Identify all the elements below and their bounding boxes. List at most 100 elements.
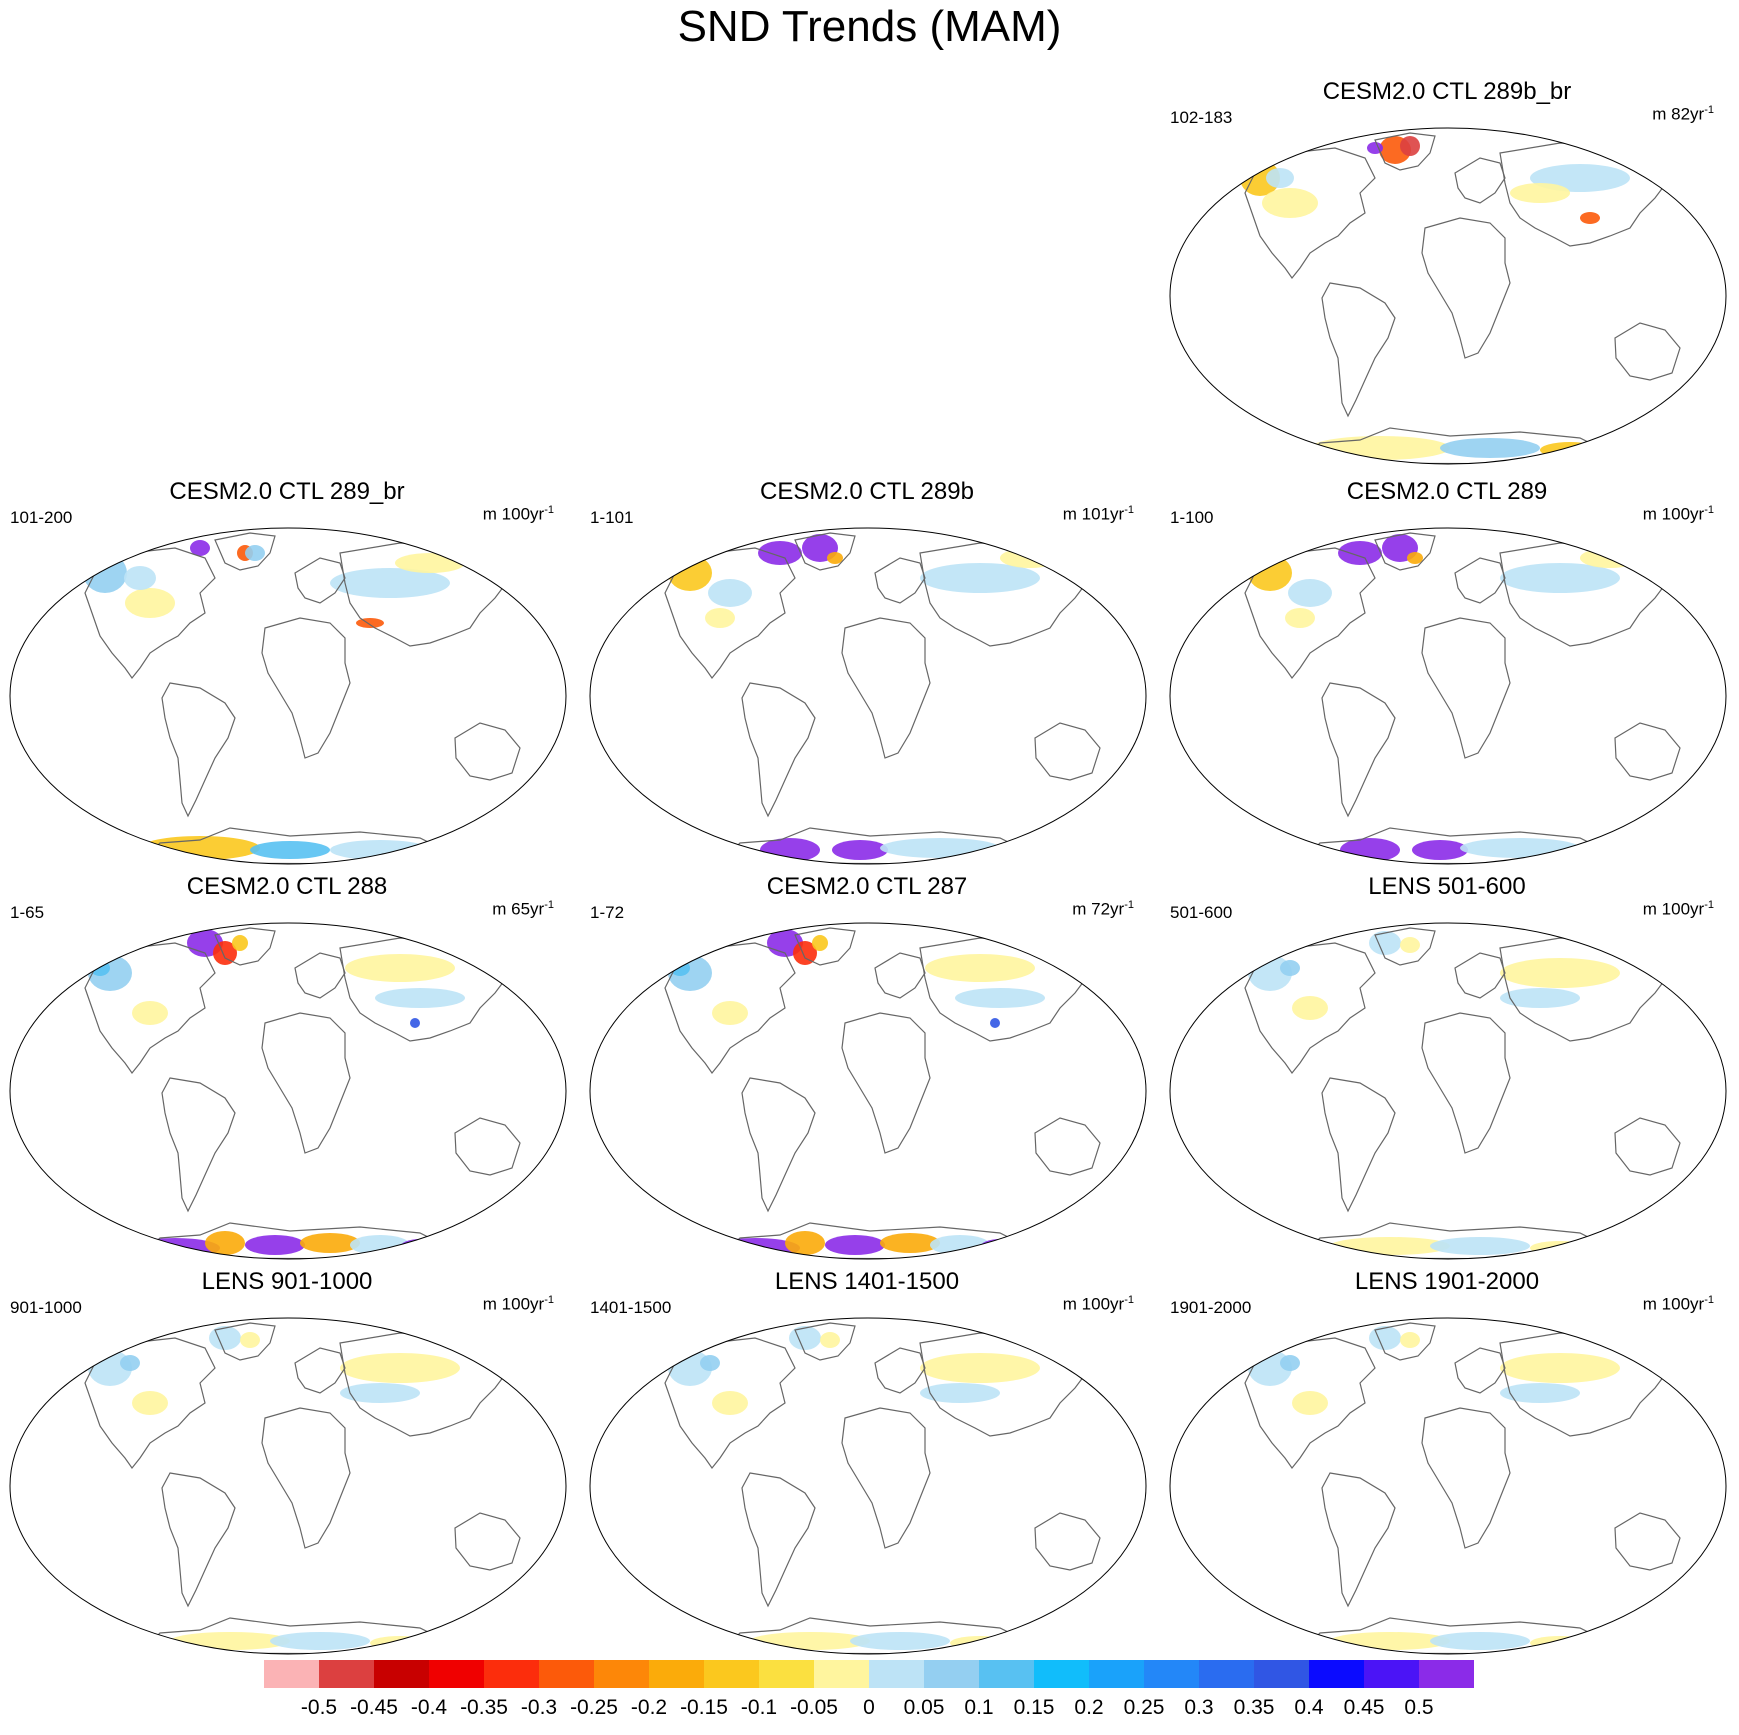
map-panel: CESM2.0 CTL 289 1-100 m 100yr-1 bbox=[1160, 478, 1734, 865]
trend-patch bbox=[1400, 937, 1420, 953]
map-boundary bbox=[1169, 127, 1727, 465]
world-map bbox=[1169, 527, 1727, 865]
world-map bbox=[1169, 922, 1727, 1260]
colorbar-label: 0 bbox=[863, 1696, 875, 1719]
colorbar-swatch bbox=[869, 1660, 924, 1688]
trend-patch bbox=[1340, 838, 1400, 862]
colorbar-swatch bbox=[979, 1660, 1034, 1688]
coastline-europe bbox=[294, 1347, 346, 1394]
coastline-europe bbox=[874, 952, 926, 999]
colorbar-label: -0.45 bbox=[350, 1696, 398, 1719]
coastline-northAmerica bbox=[84, 942, 216, 1075]
trend-patch bbox=[250, 841, 330, 859]
world-map bbox=[1169, 127, 1727, 465]
panel-period: 1-72 bbox=[590, 903, 625, 922]
trend-patch bbox=[232, 935, 248, 951]
coastline-southAmerica bbox=[1321, 282, 1396, 418]
trend-patch bbox=[990, 1018, 1000, 1028]
world-map bbox=[589, 922, 1147, 1260]
coastline-greenland bbox=[1374, 927, 1436, 966]
panel-units: m 82yr-1 bbox=[1652, 104, 1714, 124]
trend-patch bbox=[793, 941, 817, 965]
trend-patch bbox=[132, 1391, 168, 1415]
coastline-africa bbox=[261, 1012, 351, 1154]
colorbar-label: 0.35 bbox=[1233, 1696, 1275, 1719]
coastline-greenland bbox=[794, 1322, 856, 1361]
trend-patch bbox=[880, 1233, 940, 1253]
panel-title: CESM2.0 CTL 289b bbox=[760, 478, 974, 505]
coastline-europe bbox=[294, 952, 346, 999]
trend-patch bbox=[190, 540, 210, 556]
trend-patch bbox=[820, 1332, 840, 1348]
trend-patch bbox=[880, 838, 1000, 858]
trend-patch bbox=[758, 541, 802, 565]
world-map bbox=[9, 922, 567, 1260]
trend-patch bbox=[1280, 960, 1300, 976]
trend-patch bbox=[1430, 1237, 1530, 1255]
colorbar-swatch bbox=[374, 1660, 429, 1688]
colorbar-label: 0.25 bbox=[1123, 1696, 1165, 1719]
trend-patch bbox=[1500, 958, 1620, 988]
trend-patch bbox=[705, 608, 735, 628]
panel-units: m 100yr-1 bbox=[482, 1294, 554, 1314]
world-map bbox=[589, 527, 1147, 865]
trend-patch bbox=[980, 1239, 1020, 1255]
colorbar-label: -0.25 bbox=[570, 1696, 618, 1719]
world-map bbox=[9, 527, 567, 865]
trend-patch bbox=[356, 618, 384, 628]
colorbar-label: -0.5 bbox=[300, 1696, 338, 1719]
panel-period: 501-600 bbox=[1170, 903, 1233, 922]
trend-patch bbox=[120, 1355, 140, 1371]
trend-patch bbox=[1338, 541, 1382, 565]
colorbar-cells bbox=[264, 1660, 1474, 1688]
trend-patch bbox=[1530, 1241, 1590, 1255]
coastline-greenland bbox=[794, 532, 856, 571]
coastline-southAmerica bbox=[741, 1472, 816, 1608]
coastline-africa bbox=[841, 1407, 931, 1549]
panel-period: 1901-2000 bbox=[1170, 1298, 1252, 1317]
trend-patch bbox=[920, 1383, 1000, 1403]
colorbar-swatch bbox=[264, 1660, 319, 1688]
coastline-northAmerica bbox=[1244, 147, 1376, 280]
world-map bbox=[589, 1317, 1147, 1655]
coastline-australia bbox=[1614, 1512, 1681, 1571]
coastline-northAmerica bbox=[1244, 547, 1376, 680]
trend-patch bbox=[1500, 563, 1620, 593]
coastline-greenland bbox=[794, 927, 856, 966]
coastline-australia bbox=[1034, 722, 1101, 781]
colorbar-label: -0.05 bbox=[790, 1696, 838, 1719]
panel-period: 1-101 bbox=[590, 508, 634, 527]
trend-patch bbox=[370, 1636, 430, 1650]
colorbar-label: 0.2 bbox=[1074, 1696, 1104, 1719]
coastline-europe bbox=[874, 557, 926, 604]
trend-patch bbox=[1407, 552, 1423, 564]
trend-patch bbox=[1530, 1636, 1590, 1650]
panel-units: m 100yr-1 bbox=[1642, 1294, 1714, 1314]
trend-patch bbox=[1400, 136, 1420, 156]
colorbar-swatch bbox=[319, 1660, 374, 1688]
trend-patch bbox=[330, 568, 450, 598]
coastline-southAmerica bbox=[161, 1472, 236, 1608]
colorbar-swatch bbox=[1309, 1660, 1364, 1688]
coastline-australia bbox=[454, 722, 521, 781]
map-boundary bbox=[9, 922, 567, 1260]
coastline-australia bbox=[454, 1512, 521, 1571]
panel-period: 102-183 bbox=[1170, 108, 1233, 127]
trend-patch bbox=[712, 1391, 748, 1415]
map-boundary bbox=[9, 1317, 567, 1655]
coastline-southAmerica bbox=[161, 682, 236, 818]
coastline-northAmerica bbox=[84, 547, 216, 680]
coastline-southAmerica bbox=[741, 1077, 816, 1213]
trend-patch bbox=[132, 1001, 168, 1025]
trend-patch bbox=[1288, 579, 1332, 607]
trend-patch bbox=[330, 840, 430, 860]
coastline-africa bbox=[261, 1407, 351, 1549]
coastline-europe bbox=[1454, 1347, 1506, 1394]
coastline-africa bbox=[261, 617, 351, 759]
trend-patch bbox=[920, 563, 1040, 593]
trend-patch bbox=[1580, 212, 1600, 224]
trend-patch bbox=[395, 553, 465, 573]
trend-patch bbox=[213, 941, 237, 965]
colorbar: -0.5 -0.45 -0.4 -0.35 -0.3 -0.25 -0.2 -0.15 -0.1… bbox=[264, 1660, 1474, 1732]
coastline-europe bbox=[1454, 952, 1506, 999]
